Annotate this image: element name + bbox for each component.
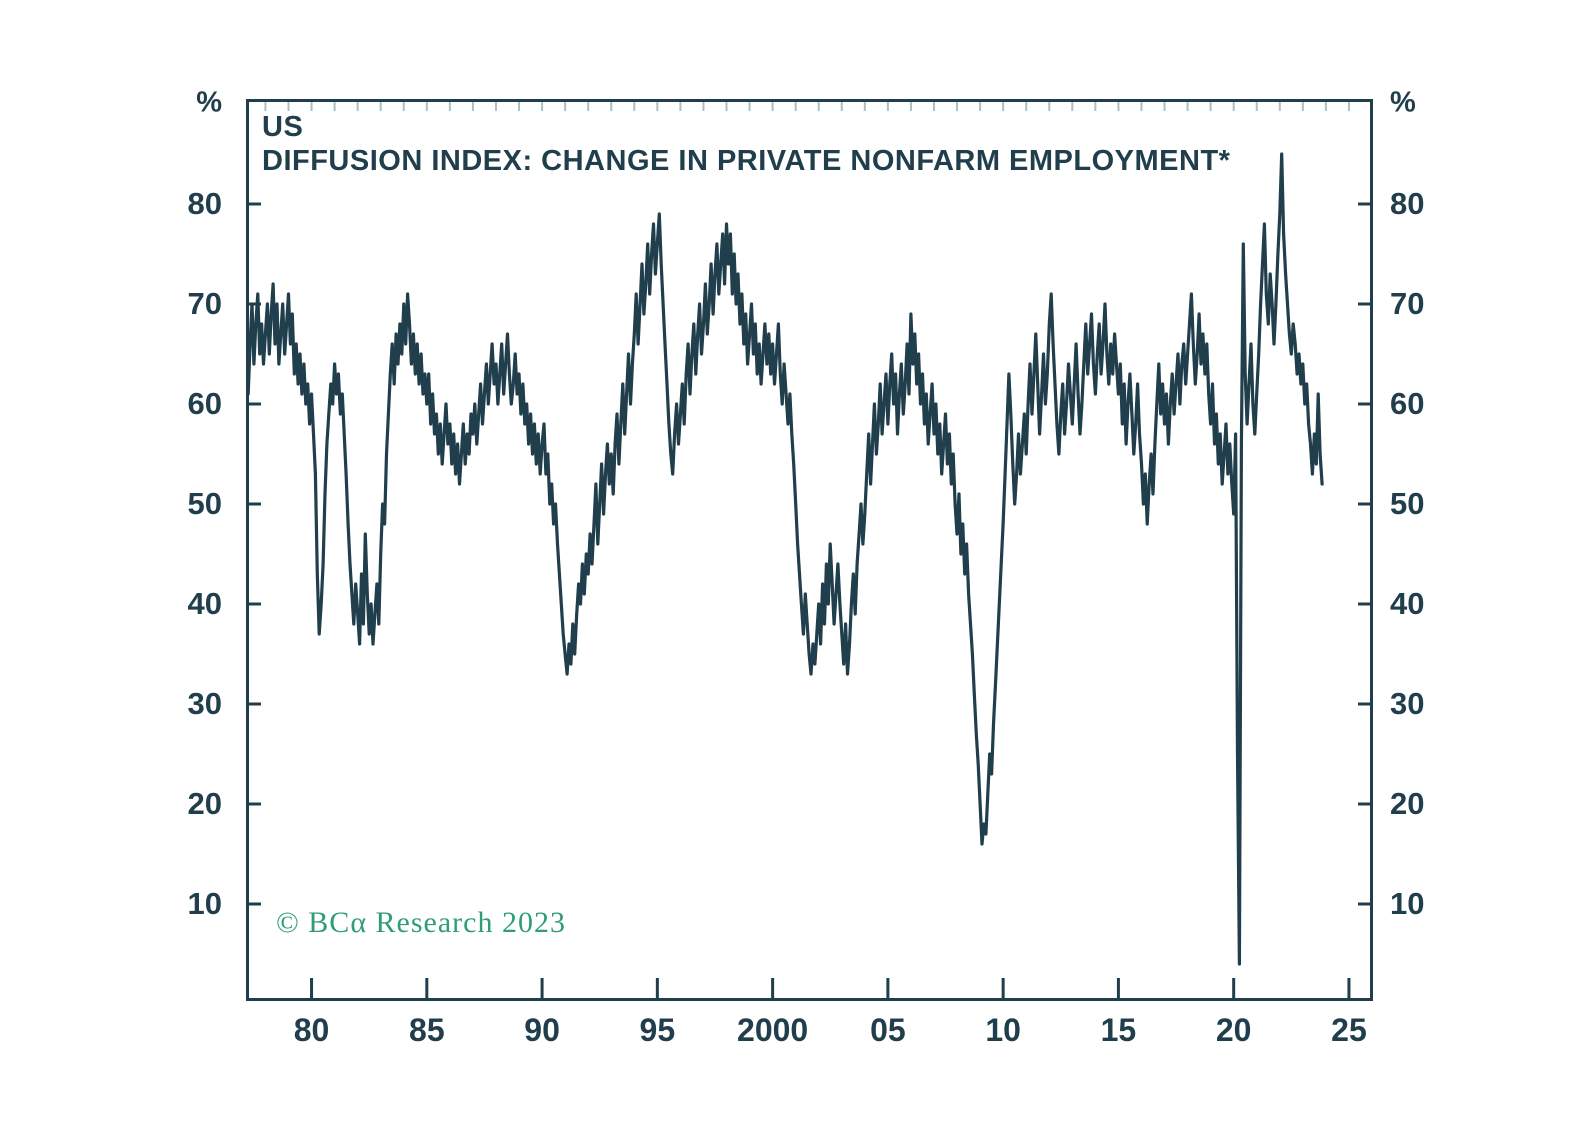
y-axis-label-right-70: 70 xyxy=(1390,286,1425,321)
y-axis-unit-left: % xyxy=(196,86,222,119)
y-axis-label-left-40: 40 xyxy=(187,586,222,621)
x-axis-label-85: 85 xyxy=(409,1012,445,1048)
y-axis-label-right-40: 40 xyxy=(1390,586,1425,621)
y-axis-label-left-20: 20 xyxy=(187,786,222,821)
axis-major-ticks xyxy=(247,202,1372,1000)
y-axis-label-left-10: 10 xyxy=(187,886,222,921)
plot-border xyxy=(246,99,1373,1001)
x-axis-label-15: 15 xyxy=(1100,1012,1137,1048)
x-axis-label-80: 80 xyxy=(293,1012,330,1048)
y-axis-label-right-30: 30 xyxy=(1390,686,1425,721)
chart-title: DIFFUSION INDEX: CHANGE IN PRIVATE NONFA… xyxy=(262,145,1231,177)
top-year-ticks xyxy=(264,102,1350,111)
copyright-watermark: © BCα Research 2023 xyxy=(276,906,566,939)
chart-title-block: US DIFFUSION INDEX: CHANGE IN PRIVATE NO… xyxy=(262,110,1230,178)
x-axis-label-20: 20 xyxy=(1215,1012,1252,1048)
x-axis-label-10: 10 xyxy=(985,1012,1021,1048)
x-axis-label-90: 90 xyxy=(524,1012,560,1048)
y-axis-label-right-20: 20 xyxy=(1390,786,1425,821)
y-axis-label-left-30: 30 xyxy=(187,686,222,721)
chart-region-label: US xyxy=(262,111,304,143)
x-axis-label-2000: 2000 xyxy=(737,1012,809,1048)
y-axis-label-right-10: 10 xyxy=(1390,886,1425,921)
y-axis-label-left-60: 60 xyxy=(187,386,222,421)
employment-diffusion-line xyxy=(246,152,1324,966)
x-axis-label-95: 95 xyxy=(639,1012,676,1048)
y-axis-unit-right: % xyxy=(1390,86,1416,119)
y-axis-label-right-50: 50 xyxy=(1390,486,1425,521)
x-axis-label-25: 25 xyxy=(1331,1012,1367,1048)
y-axis-label-left-80: 80 xyxy=(187,186,222,221)
y-axis-label-right-60: 60 xyxy=(1390,386,1425,421)
y-axis-label-left-70: 70 xyxy=(187,286,222,321)
x-axis-label-05: 05 xyxy=(870,1012,906,1048)
y-axis-label-left-50: 50 xyxy=(187,486,222,521)
y-axis-label-right-80: 80 xyxy=(1390,186,1425,221)
